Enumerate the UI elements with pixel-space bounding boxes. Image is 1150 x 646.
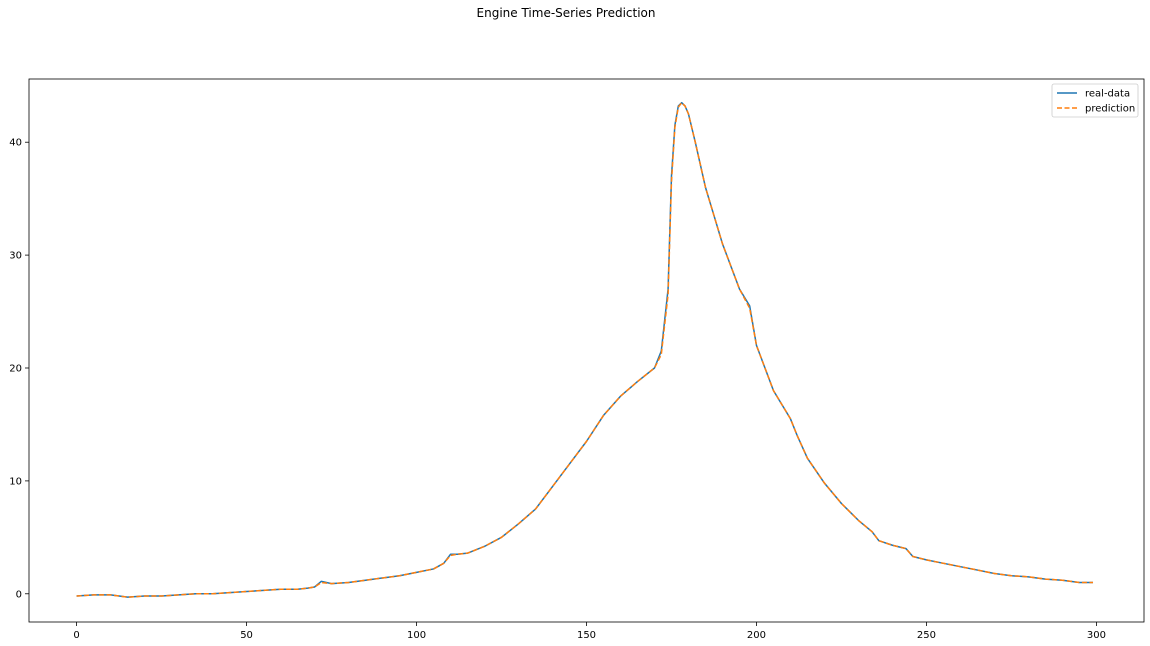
series-group — [76, 101, 1094, 598]
x-tick-label: 150 — [577, 630, 596, 641]
x-tick-label: 200 — [747, 630, 766, 641]
series-line-real-data — [76, 101, 1094, 598]
y-tick-label: 10 — [9, 476, 22, 487]
plot-frame — [28, 78, 1145, 623]
legend-label: prediction — [1085, 104, 1135, 115]
y-axis: 0 10 20 30 40 — [9, 138, 29, 600]
y-tick-label: 20 — [9, 363, 22, 374]
chart-title: Engine Time-Series Prediction — [477, 6, 656, 20]
y-tick-label: 30 — [9, 251, 22, 262]
y-tick-label: 40 — [9, 138, 22, 149]
x-tick-label: 100 — [407, 630, 426, 641]
series-line-prediction — [76, 101, 1094, 598]
x-axis: 0 50 100 150 200 250 300 — [73, 622, 1106, 641]
x-tick-label: 300 — [1087, 630, 1106, 641]
x-tick-label: 50 — [240, 630, 253, 641]
x-tick-label: 0 — [73, 630, 79, 641]
y-tick-label: 0 — [16, 589, 22, 600]
x-tick-label: 250 — [917, 630, 936, 641]
legend: real-data prediction — [1051, 83, 1139, 118]
plot-area — [28, 78, 1145, 623]
legend-label: real-data — [1085, 89, 1130, 100]
